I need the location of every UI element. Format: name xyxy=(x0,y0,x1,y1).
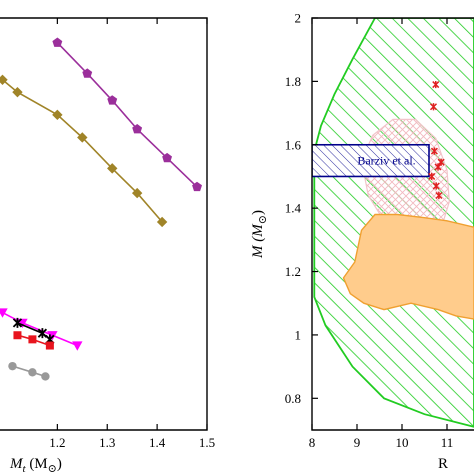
series-triangle-down xyxy=(0,308,83,351)
x-tick-label: 10 xyxy=(396,435,409,450)
right-panel: Barziv et al. 8 9 10 110.811.21.41.61.82 R … xyxy=(250,11,474,472)
right-x-axis-title: R xyxy=(438,456,448,472)
data-point-star xyxy=(430,147,438,155)
data-point-triangle-down xyxy=(72,341,83,351)
x-tick-label: 9 xyxy=(354,435,361,450)
series-line-triangle-down xyxy=(2,311,78,347)
data-point-triangle-down xyxy=(0,308,8,318)
y-tick-label: 2 xyxy=(295,11,302,26)
data-point-diamond xyxy=(156,216,168,228)
right-plot-area: Barziv et al. xyxy=(312,18,474,428)
star-markers xyxy=(428,80,445,200)
x-tick-label: 1.2 xyxy=(49,435,65,450)
data-point-circle xyxy=(28,368,37,377)
data-point-star xyxy=(429,103,438,111)
series-line-diamond xyxy=(1,79,163,223)
y-tick-label: 1.2 xyxy=(285,264,301,279)
annotation-box xyxy=(312,143,430,178)
left-axes-frame xyxy=(0,17,208,431)
series-pentagon xyxy=(52,37,202,192)
data-point-circle xyxy=(8,361,17,371)
data-point-diamond xyxy=(0,74,8,85)
annotation-label: Barziv et al. xyxy=(357,154,415,168)
data-point-x xyxy=(12,317,23,328)
data-point-pentagon xyxy=(52,37,63,47)
x-tick-label: 8 xyxy=(309,435,316,450)
series-line-pentagon xyxy=(56,42,198,188)
left-plot-area xyxy=(0,37,202,381)
y-tick-label: 1 xyxy=(295,327,302,342)
x-tick-label: 11 xyxy=(441,435,454,450)
y-tick-label: 1.4 xyxy=(285,201,302,216)
data-point-star xyxy=(435,191,443,200)
data-point-diamond xyxy=(12,86,23,98)
data-point-pentagon xyxy=(82,68,93,78)
series-circle xyxy=(8,361,50,381)
data-point-circle xyxy=(41,372,50,381)
series-diamond xyxy=(0,74,168,228)
data-point-pentagon xyxy=(162,152,172,163)
region-orange-filled xyxy=(342,213,474,320)
y-tick-label: 1.8 xyxy=(285,74,301,89)
series-x xyxy=(12,317,55,345)
data-point-diamond xyxy=(77,132,88,143)
data-point-star xyxy=(437,158,445,166)
data-point-pentagon xyxy=(192,181,202,192)
data-point-diamond xyxy=(131,187,143,199)
y-tick-label: 0.8 xyxy=(285,391,301,406)
data-point-square xyxy=(45,341,54,350)
data-point-diamond xyxy=(107,163,118,174)
data-point-star xyxy=(432,80,440,89)
x-tick-label: 1.3 xyxy=(99,435,115,450)
data-point-star xyxy=(432,182,440,190)
x-tick-label: 1.5 xyxy=(199,435,215,450)
left-x-ticks: 1.2 1.3 1.4 1.5 xyxy=(49,18,215,450)
right-y-axis-title: M (M⊙) xyxy=(250,210,269,259)
data-point-x xyxy=(37,328,48,339)
left-panel: 1.2 1.3 1.4 1.5 Mt (M⊙) xyxy=(0,17,215,474)
data-point-star xyxy=(428,172,436,181)
series-square xyxy=(13,331,54,350)
data-point-diamond xyxy=(52,109,63,121)
data-point-pentagon xyxy=(132,124,143,134)
right-ticks: 8 9 10 11 0.8 1 1.2 1.4 1.6 1.8 2 xyxy=(285,11,454,451)
data-point-square xyxy=(28,335,37,344)
right-axes-frame xyxy=(311,17,474,431)
left-x-axis-title: Mt (M⊙) xyxy=(9,456,62,474)
y-tick-label: 1.6 xyxy=(285,137,302,152)
x-tick-label: 1.4 xyxy=(149,435,166,450)
data-point-pentagon xyxy=(107,95,118,105)
data-point-square xyxy=(13,331,22,340)
